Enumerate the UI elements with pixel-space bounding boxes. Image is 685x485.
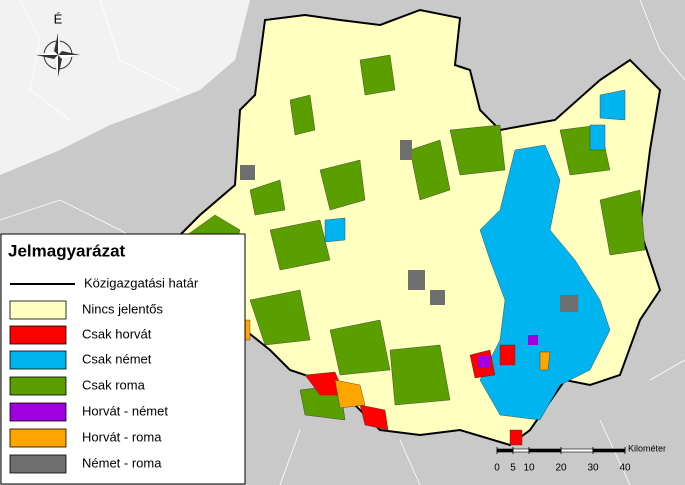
croatian-german-areas [478,335,538,368]
scale-tick-label: 10 [523,463,535,474]
legend-swatch [9,376,67,396]
legend-swatch [9,350,67,370]
compass [36,33,80,77]
scale-segment [496,448,514,453]
legend-items: Közigazgatási határ Nincs jelentős Csak ho… [9,275,199,474]
legend-label: Horvát - német [82,403,168,418]
german-small-areas [324,89,626,243]
legend-title: Jelmagyarázat [8,241,126,260]
scale-tick-label: 20 [555,463,567,474]
scale-segment [592,448,626,453]
legend-swatch [9,402,67,422]
legend-label: Csak roma [82,377,146,392]
legend-label: Horvát - roma [82,429,162,444]
scale-tick-label: 40 [619,463,631,474]
neighbour-area [0,0,250,175]
german-roma-areas [240,140,578,312]
scale-bar: 0 5 10 20 30 40 Kilométer [494,443,666,473]
legend-swatch [9,454,67,474]
legend-swatch [9,428,67,448]
scale-tick-label: 30 [587,463,599,474]
north-label: É [54,11,63,26]
scale-tick-label: 5 [510,463,516,474]
scale-segment [528,448,562,453]
legend-label: Nincs jelentős [82,301,163,316]
legend-label: Német - roma [82,455,162,470]
legend-swatch [9,325,67,345]
scale-unit: Kilométer [628,443,666,453]
legend-label: Közigazgatási határ [84,275,199,290]
scale-segment [560,448,594,453]
legend-label: Csak német [82,351,152,366]
legend-swatch [9,300,67,320]
legend-label: Csak horvát [82,326,152,341]
scale-tick-label: 0 [494,463,500,474]
scale-segment [512,448,530,453]
